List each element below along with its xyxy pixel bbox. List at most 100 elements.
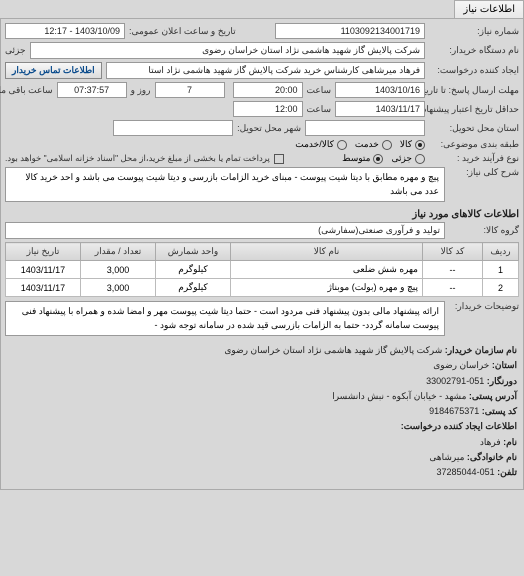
treasury-checkbox[interactable]	[274, 154, 284, 164]
radio-mid[interactable]: متوسط	[342, 153, 383, 164]
row-summary: شرح کلی نیاز: پیچ و مهره مطابق با دیتا ش…	[5, 167, 519, 202]
col-date: تاریخ نیاز	[6, 243, 81, 261]
summary-field: پیچ و مهره مطابق با دیتا شیت پیوست - مبن…	[5, 167, 445, 202]
partial-label: جزئی	[5, 45, 26, 56]
payment-note: پرداخت تمام یا بخشی از مبلغ خرید،از محل …	[5, 153, 270, 164]
creator-field: فرهاد میرشاهی کارشناس خرید شرکت پالایش گ…	[106, 62, 425, 79]
province-value: خراسان رضوی	[433, 360, 489, 370]
row-creator: ایجاد کننده درخواست: فرهاد میرشاهی کارشن…	[5, 62, 519, 79]
col-code: کد کالا	[423, 243, 483, 261]
family-value: میرشاهی	[429, 452, 464, 462]
radio-icon	[337, 140, 347, 150]
summary-label: شرح کلی نیاز:	[449, 167, 519, 178]
table-header-row: ردیف کد کالا نام کالا واحد شمارش تعداد /…	[6, 243, 519, 261]
footer-info: نام سازمان خریدار: شرکت پالایش گاز شهید …	[5, 339, 519, 485]
postal-value: 9184675371	[429, 406, 479, 416]
address-label: آدرس پستی:	[469, 391, 517, 401]
announce-label: تاریخ و ساعت اعلان عمومی:	[129, 26, 236, 37]
delivery-province-field	[305, 120, 425, 136]
package-radio-group: کالا خدمت کالا/خدمت	[295, 139, 425, 150]
table-row: 2 -- پیچ و مهره (بولت) موبناژ کیلوگرم 3,…	[6, 279, 519, 297]
table-row: 1 -- مهره شش ضلعی کیلوگرم 3,000 1403/11/…	[6, 261, 519, 279]
row-notes: توضیحات خریدار: ارائه پیشنهاد مالی بدون …	[5, 301, 519, 336]
delivery-city-field	[113, 120, 233, 136]
main-panel: شماره نیاز: 1103092134001719 تاریخ و ساع…	[0, 18, 524, 490]
goods-group-label: گروه کالا:	[449, 225, 519, 236]
request-number-field: 1103092134001719	[275, 23, 425, 39]
radio-icon	[415, 154, 425, 164]
phone-value: 051-37285044	[437, 467, 495, 477]
days-remaining-field: 7	[155, 82, 225, 98]
radio-service[interactable]: خدمت	[355, 139, 392, 150]
row-goods-group: گروه کالا: تولید و فرآوری صنعتی(سفارشی)	[5, 222, 519, 239]
response-time-label: ساعت	[307, 85, 332, 96]
col-name: نام کالا	[231, 243, 423, 261]
tab-title: اطلاعات نیاز	[463, 4, 515, 15]
cell-qty: 3,000	[81, 279, 156, 297]
package-label: طبقه بندی موضوعی:	[429, 139, 519, 150]
col-qty: تعداد / مقدار	[81, 243, 156, 261]
radio-icon	[382, 140, 392, 150]
row-delivery-location: استان محل تحویل: شهر محل تحویل:	[5, 120, 519, 136]
time-remaining-field: 07:37:57	[57, 82, 127, 98]
row-response-deadline: مهلت ارسال پاسخ: تا تاریخ: 1403/10/16 سا…	[5, 82, 519, 98]
name-label: نام:	[503, 437, 517, 447]
name-value: فرهاد	[480, 437, 501, 447]
cell-name: مهره شش ضلعی	[231, 261, 423, 279]
delivery-city-label: شهر محل تحویل:	[237, 123, 301, 134]
phone-label: تلفن:	[497, 467, 517, 477]
contact-buyer-button[interactable]: اطلاعات تماس خریدار	[5, 62, 102, 79]
notes-label: توضیحات خریدار:	[449, 301, 519, 312]
goods-section-title: اطلاعات کالاهای مورد نیاز	[5, 205, 519, 222]
delivery-date-field: 1403/11/17	[335, 101, 425, 117]
announce-field: 1403/10/09 - 12:17	[5, 23, 125, 39]
cell-date: 1403/11/17	[6, 261, 81, 279]
fax-label: دورنگار:	[487, 376, 517, 386]
cell-row: 1	[483, 261, 519, 279]
cell-row: 2	[483, 279, 519, 297]
creator-label: ایجاد کننده درخواست:	[429, 65, 519, 76]
row-buyer-org: نام دستگاه خریدار: شرکت پالایش گاز شهید …	[5, 42, 519, 59]
fax-value: 051-33002791	[426, 376, 484, 386]
notes-field: ارائه پیشنهاد مالی بدون پیشنهاد فنی مردو…	[5, 301, 445, 336]
radio-low[interactable]: جزئی	[391, 153, 425, 164]
col-unit: واحد شمارش	[156, 243, 231, 261]
process-label: نوع فرآیند خرید :	[429, 153, 519, 164]
cell-qty: 3,000	[81, 261, 156, 279]
cell-unit: کیلوگرم	[156, 279, 231, 297]
org-value: شرکت پالایش گاز شهید هاشمی نژاد استان خر…	[224, 345, 442, 355]
cell-code: --	[423, 279, 483, 297]
family-label: نام خانوادگی:	[467, 452, 517, 462]
tab-header: اطلاعات نیاز	[454, 0, 524, 18]
row-process: نوع فرآیند خرید : جزئی متوسط پرداخت تمام…	[5, 153, 519, 164]
goods-table: ردیف کد کالا نام کالا واحد شمارش تعداد /…	[5, 242, 519, 297]
delivery-label: حداقل تاریخ اعتبار پیشنهاد: تا تاریخ:	[429, 104, 519, 115]
delivery-province-label: استان محل تحویل:	[429, 123, 519, 134]
radio-icon	[415, 140, 425, 150]
creator-section-label: اطلاعات ایجاد کننده درخواست:	[401, 421, 517, 431]
address-value: مشهد - خیابان آبکوه - نبش دانشسرا	[332, 391, 466, 401]
delivery-time-label: ساعت	[307, 104, 332, 115]
cell-name: پیچ و مهره (بولت) موبناژ	[231, 279, 423, 297]
postal-label: کد پستی:	[482, 406, 517, 416]
row-delivery-deadline: حداقل تاریخ اعتبار پیشنهاد: تا تاریخ: 14…	[5, 101, 519, 117]
radio-both[interactable]: کالا/خدمت	[295, 139, 347, 150]
cell-date: 1403/11/17	[6, 279, 81, 297]
cell-unit: کیلوگرم	[156, 261, 231, 279]
time-suffix: ساعت باقی مانده	[0, 85, 53, 96]
request-number-label: شماره نیاز:	[429, 26, 519, 37]
cell-code: --	[423, 261, 483, 279]
org-label: نام سازمان خریدار:	[445, 345, 517, 355]
province-label: استان:	[492, 360, 517, 370]
goods-group-field: تولید و فرآوری صنعتی(سفارشی)	[5, 222, 445, 239]
process-radio-group: جزئی متوسط	[342, 153, 425, 164]
buyer-org-field: شرکت پالایش گاز شهید هاشمی نژاد استان خر…	[30, 42, 425, 59]
radio-goods[interactable]: کالا	[400, 139, 425, 150]
buyer-org-label: نام دستگاه خریدار:	[429, 45, 519, 56]
response-date-field: 1403/10/16	[335, 82, 425, 98]
response-label: مهلت ارسال پاسخ: تا تاریخ:	[429, 85, 519, 96]
col-row: ردیف	[483, 243, 519, 261]
row-classification: طبقه بندی موضوعی: کالا خدمت کالا/خدمت	[5, 139, 519, 150]
days-suffix: روز و	[131, 85, 151, 96]
response-time-field: 20:00	[233, 82, 303, 98]
